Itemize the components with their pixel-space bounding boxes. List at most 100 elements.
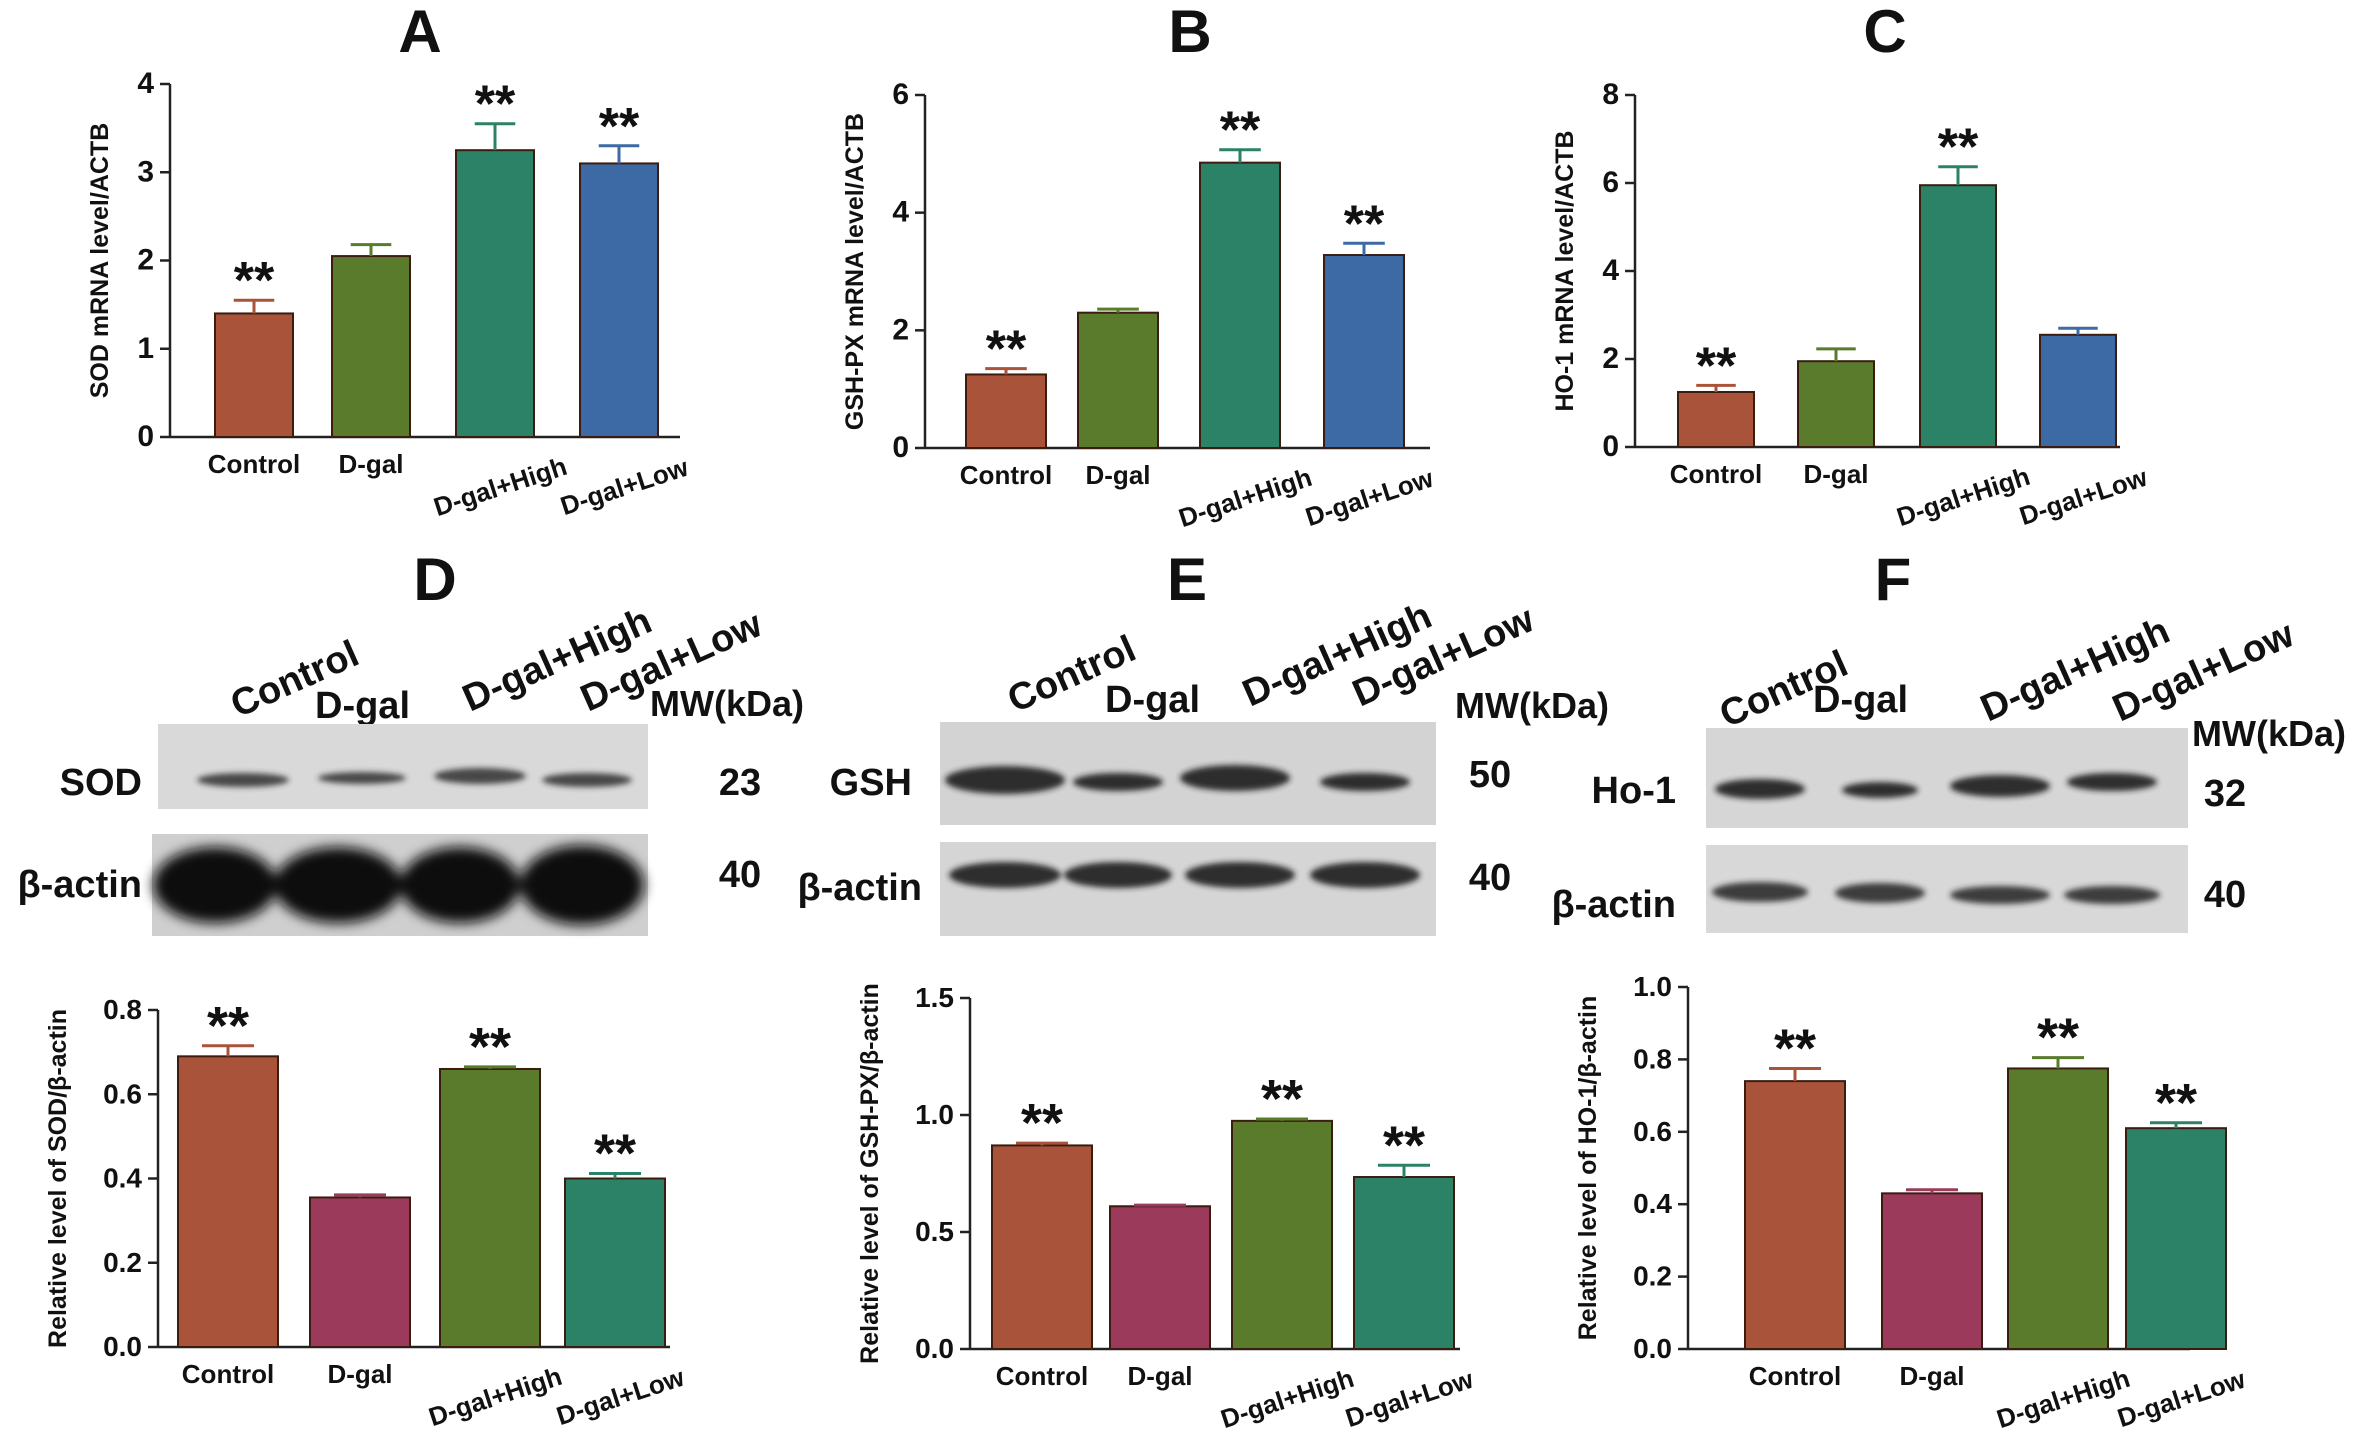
y-axis-title: Relative level of SOD/β-actin — [44, 1009, 72, 1348]
bar — [1744, 1080, 1846, 1350]
protein-label: SOD — [60, 762, 142, 804]
x-tick-label: D-gal+High — [1175, 462, 1315, 533]
mw-header: MW(kDa) — [1455, 685, 1609, 726]
bar — [1231, 1119, 1333, 1350]
x-tick-label: D-gal+Low — [2114, 1364, 2250, 1434]
blot-band — [1073, 773, 1163, 791]
significance-marker: ** — [234, 252, 275, 310]
blot-band — [1180, 765, 1290, 791]
bar — [564, 1177, 666, 1348]
x-tick-label: D-gal — [1804, 459, 1869, 489]
x-tick-label: D-gal — [328, 1359, 393, 1389]
blot-band — [2067, 773, 2157, 791]
significance-marker: ** — [1021, 1093, 1063, 1153]
protein-label: β-actin — [797, 867, 922, 909]
blot-band — [1950, 886, 2050, 904]
bar — [177, 1055, 279, 1349]
bar — [1353, 1176, 1455, 1351]
bar — [1323, 254, 1405, 449]
significance-marker: ** — [599, 98, 640, 156]
x-tick-label: Control — [960, 460, 1052, 490]
bar — [965, 373, 1047, 450]
mw-value: 40 — [1469, 857, 1511, 899]
y-tick-label: 6 — [1602, 166, 1619, 199]
y-tick-label: 1 — [137, 332, 154, 365]
x-tick-label: D-gal — [339, 449, 404, 479]
y-tick-label: 1.5 — [915, 982, 954, 1013]
x-tick-label: D-gal — [1900, 1361, 1965, 1391]
blot-membrane — [158, 724, 648, 809]
significance-marker: ** — [986, 321, 1027, 379]
y-tick-label: 1.0 — [1633, 971, 1672, 1002]
bar-chart-c: 0 2 4 6 8 HO-1 mRNA level/ACTB ** Control D-gal *… — [1551, 78, 2151, 532]
y-tick-label: 0.2 — [103, 1247, 142, 1278]
bar — [331, 255, 411, 438]
bar-chart-a: 0 1 2 3 4 SOD mRNA level/ACTB ** Control D-gal **… — [86, 67, 692, 522]
x-tick-label: D-gal+Low — [2016, 462, 2152, 532]
bar — [579, 162, 659, 439]
y-tick-label: 4 — [1602, 254, 1619, 287]
significance-marker: ** — [594, 1123, 636, 1183]
lane-label: D-gal — [1105, 679, 1200, 721]
y-axis-title: Relative level of GSH-PX/β-actin — [856, 983, 884, 1364]
y-axis-title: SOD mRNA level/ACTB — [86, 123, 114, 399]
lane-label: D-gal — [1813, 679, 1908, 721]
bar-chart-e: 0.0 0.5 1.0 1.5 Relative level of GSH-PX/β-a… — [856, 982, 1477, 1434]
bar — [1881, 1192, 1983, 1350]
y-tick-label: 4 — [892, 196, 909, 229]
bar — [1199, 161, 1281, 450]
significance-marker: ** — [2155, 1073, 2197, 1133]
panel-letter-d: D — [413, 546, 456, 613]
significance-marker: ** — [1696, 337, 1737, 395]
blot-band — [434, 768, 526, 784]
y-tick-label: 1.0 — [915, 1099, 954, 1130]
western-blot-e: Control D-gal D-gal+High D-gal+Low MW(kD… — [797, 595, 1609, 936]
protein-label: Ho-1 — [1592, 770, 1676, 812]
x-tick-label: Control — [1670, 459, 1762, 489]
mw-header: MW(kDa) — [650, 683, 804, 724]
blot-band — [400, 847, 520, 923]
significance-marker: ** — [469, 1017, 511, 1077]
y-tick-label: 0.0 — [1633, 1333, 1672, 1364]
y-tick-label: 3 — [137, 155, 154, 188]
bar-chart-d: 0.0 0.2 0.4 0.6 0.8 Relative level of SOD/β-a… — [44, 994, 688, 1432]
x-tick-label: D-gal+High — [1893, 461, 2033, 532]
y-axis-title: Relative level of HO-1/β-actin — [1574, 996, 1602, 1341]
x-tick-label: D-gal+Low — [553, 1362, 689, 1432]
bar — [991, 1144, 1093, 1351]
y-tick-label: 0.6 — [103, 1078, 142, 1109]
blot-band — [520, 845, 644, 925]
bar — [1077, 311, 1159, 449]
bar — [2125, 1127, 2227, 1351]
blot-band — [1185, 862, 1295, 888]
significance-marker: ** — [1383, 1115, 1425, 1175]
bar-chart-f: 0.0 0.2 0.4 0.6 0.8 1.0 Relative level of HO-1… — [1574, 971, 2249, 1434]
protein-label: β-actin — [17, 864, 142, 906]
bar — [309, 1196, 411, 1349]
y-tick-label: 8 — [1602, 78, 1619, 111]
blot-band — [1064, 862, 1172, 888]
y-tick-label: 0.2 — [1633, 1261, 1672, 1292]
y-tick-label: 0.0 — [915, 1333, 954, 1364]
blot-band — [1950, 775, 2050, 797]
mw-value: 50 — [1469, 754, 1511, 796]
y-tick-label: 2 — [1602, 342, 1619, 375]
lane-label: D-gal — [315, 685, 410, 727]
y-tick-label: 0.6 — [1633, 1116, 1672, 1147]
x-tick-label: Control — [182, 1359, 274, 1389]
bar — [1677, 391, 1755, 448]
y-axis-title: GSH-PX mRNA level/ACTB — [841, 113, 869, 430]
significance-marker: ** — [1938, 119, 1979, 177]
significance-marker: ** — [1774, 1018, 1816, 1078]
x-tick-label: D-gal+High — [430, 451, 570, 522]
bar — [2007, 1067, 2109, 1350]
y-tick-label: 0.4 — [103, 1163, 142, 1194]
x-tick-label: Control — [208, 449, 300, 479]
blot-band — [1310, 862, 1420, 888]
panel-letter-b: B — [1168, 0, 1211, 65]
x-tick-label: D-gal+High — [1217, 1363, 1357, 1434]
bar — [2039, 333, 2117, 448]
bar — [439, 1067, 541, 1348]
significance-marker: ** — [1220, 102, 1261, 160]
